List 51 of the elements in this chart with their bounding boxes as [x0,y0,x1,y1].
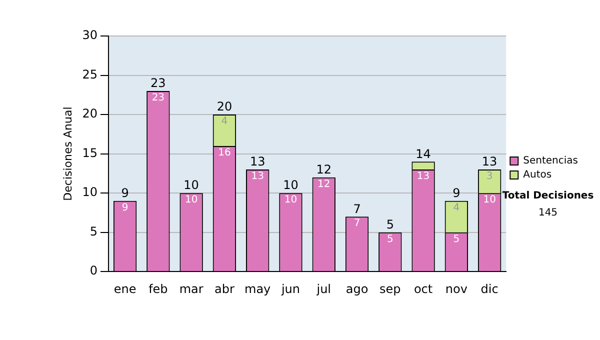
y-tick-label: 25 [82,67,98,82]
data-label: 10 [284,194,298,206]
total-label: 10 [283,178,298,192]
data-label: 7 [354,218,360,230]
y-tick-label: 20 [82,106,98,121]
y-tick-label: 0 [90,264,98,278]
x-tick-label: abr [214,282,234,296]
data-label: 10 [483,194,496,206]
y-tick-label: 15 [82,146,98,160]
legend-label: Sentencias [523,156,578,167]
total-label: 10 [184,178,199,192]
data-label: 4 [221,116,228,128]
total-label: 9 [121,186,129,200]
data-label: 5 [453,234,460,245]
data-label: 12 [318,178,330,190]
x-tick-label: feb [148,282,168,296]
annotation: Total Decisiones [502,190,594,202]
y-tick-label: 5 [90,224,98,238]
y-tick-label: 30 [82,28,98,42]
text: 145 [538,208,558,219]
total-label: 9 [452,186,460,200]
legend-label: Autos [523,170,552,181]
data-label: 13 [416,171,430,182]
x-tick-label: jun [280,282,300,296]
x-tick-label: ago [346,282,368,296]
data-label: 3 [486,171,493,182]
x-tick-label: may [244,282,271,296]
total-label: 13 [250,154,266,169]
x-tick-label: ene [114,282,136,296]
x-tick-label: mar [179,282,204,296]
total-label: 12 [316,162,332,176]
total-label: 23 [150,76,166,90]
data-label: 10 [184,194,198,206]
y-axis-title: Decisiones Anual [61,106,74,201]
data-label: 16 [218,148,231,159]
x-tick-label: oct [414,282,433,296]
total-label: 13 [482,154,498,169]
x-tick-label: nov [445,282,468,296]
data-label: 9 [122,202,128,214]
x-tick-label: jul [316,282,332,296]
data-label: 13 [251,171,264,182]
y-tick-label: 10 [82,185,98,200]
total-label: 7 [353,202,361,216]
total-label: 5 [386,217,394,232]
data-label: 23 [152,92,165,104]
data-label: 4 [453,202,460,214]
total-label: 20 [216,100,232,114]
x-tick-label: dic [480,282,498,296]
total-label: 14 [416,146,431,161]
data-label: 5 [386,234,394,245]
x-tick-label: sep [380,282,401,296]
